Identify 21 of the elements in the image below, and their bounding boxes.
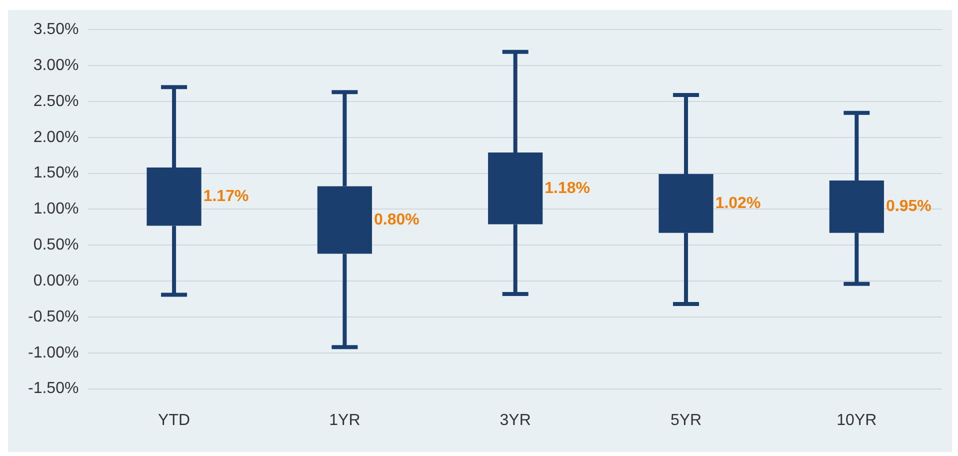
x-tick-label: YTD: [158, 412, 190, 429]
y-tick-label: 1.50%: [33, 164, 79, 182]
y-tick-label: 3.00%: [33, 56, 79, 74]
x-tick-label: 1YR: [329, 412, 360, 429]
y-tick-label: -0.50%: [28, 308, 79, 326]
y-tick-label: 0.00%: [33, 272, 79, 290]
y-tick-label: 3.50%: [33, 21, 79, 38]
x-tick-label: 5YR: [670, 412, 702, 429]
y-tick-label: 1.00%: [33, 200, 79, 218]
annotation: 1.17%: [203, 188, 249, 206]
annotation: 1.02%: [715, 194, 761, 212]
y-tick-label: 2.00%: [33, 128, 79, 146]
annotation: 0.95%: [886, 198, 932, 216]
annotation: 1.18%: [544, 180, 590, 197]
y-tick-label: 0.50%: [33, 236, 79, 254]
y-tick-label: -1.50%: [28, 380, 79, 398]
x-tick-label: 3YR: [500, 412, 531, 429]
y-tick-label: -1.00%: [28, 344, 79, 362]
y-tick-label: 2.50%: [33, 92, 79, 110]
x-tick-label: 10YR: [836, 412, 877, 429]
annotation: 0.80%: [374, 211, 420, 228]
